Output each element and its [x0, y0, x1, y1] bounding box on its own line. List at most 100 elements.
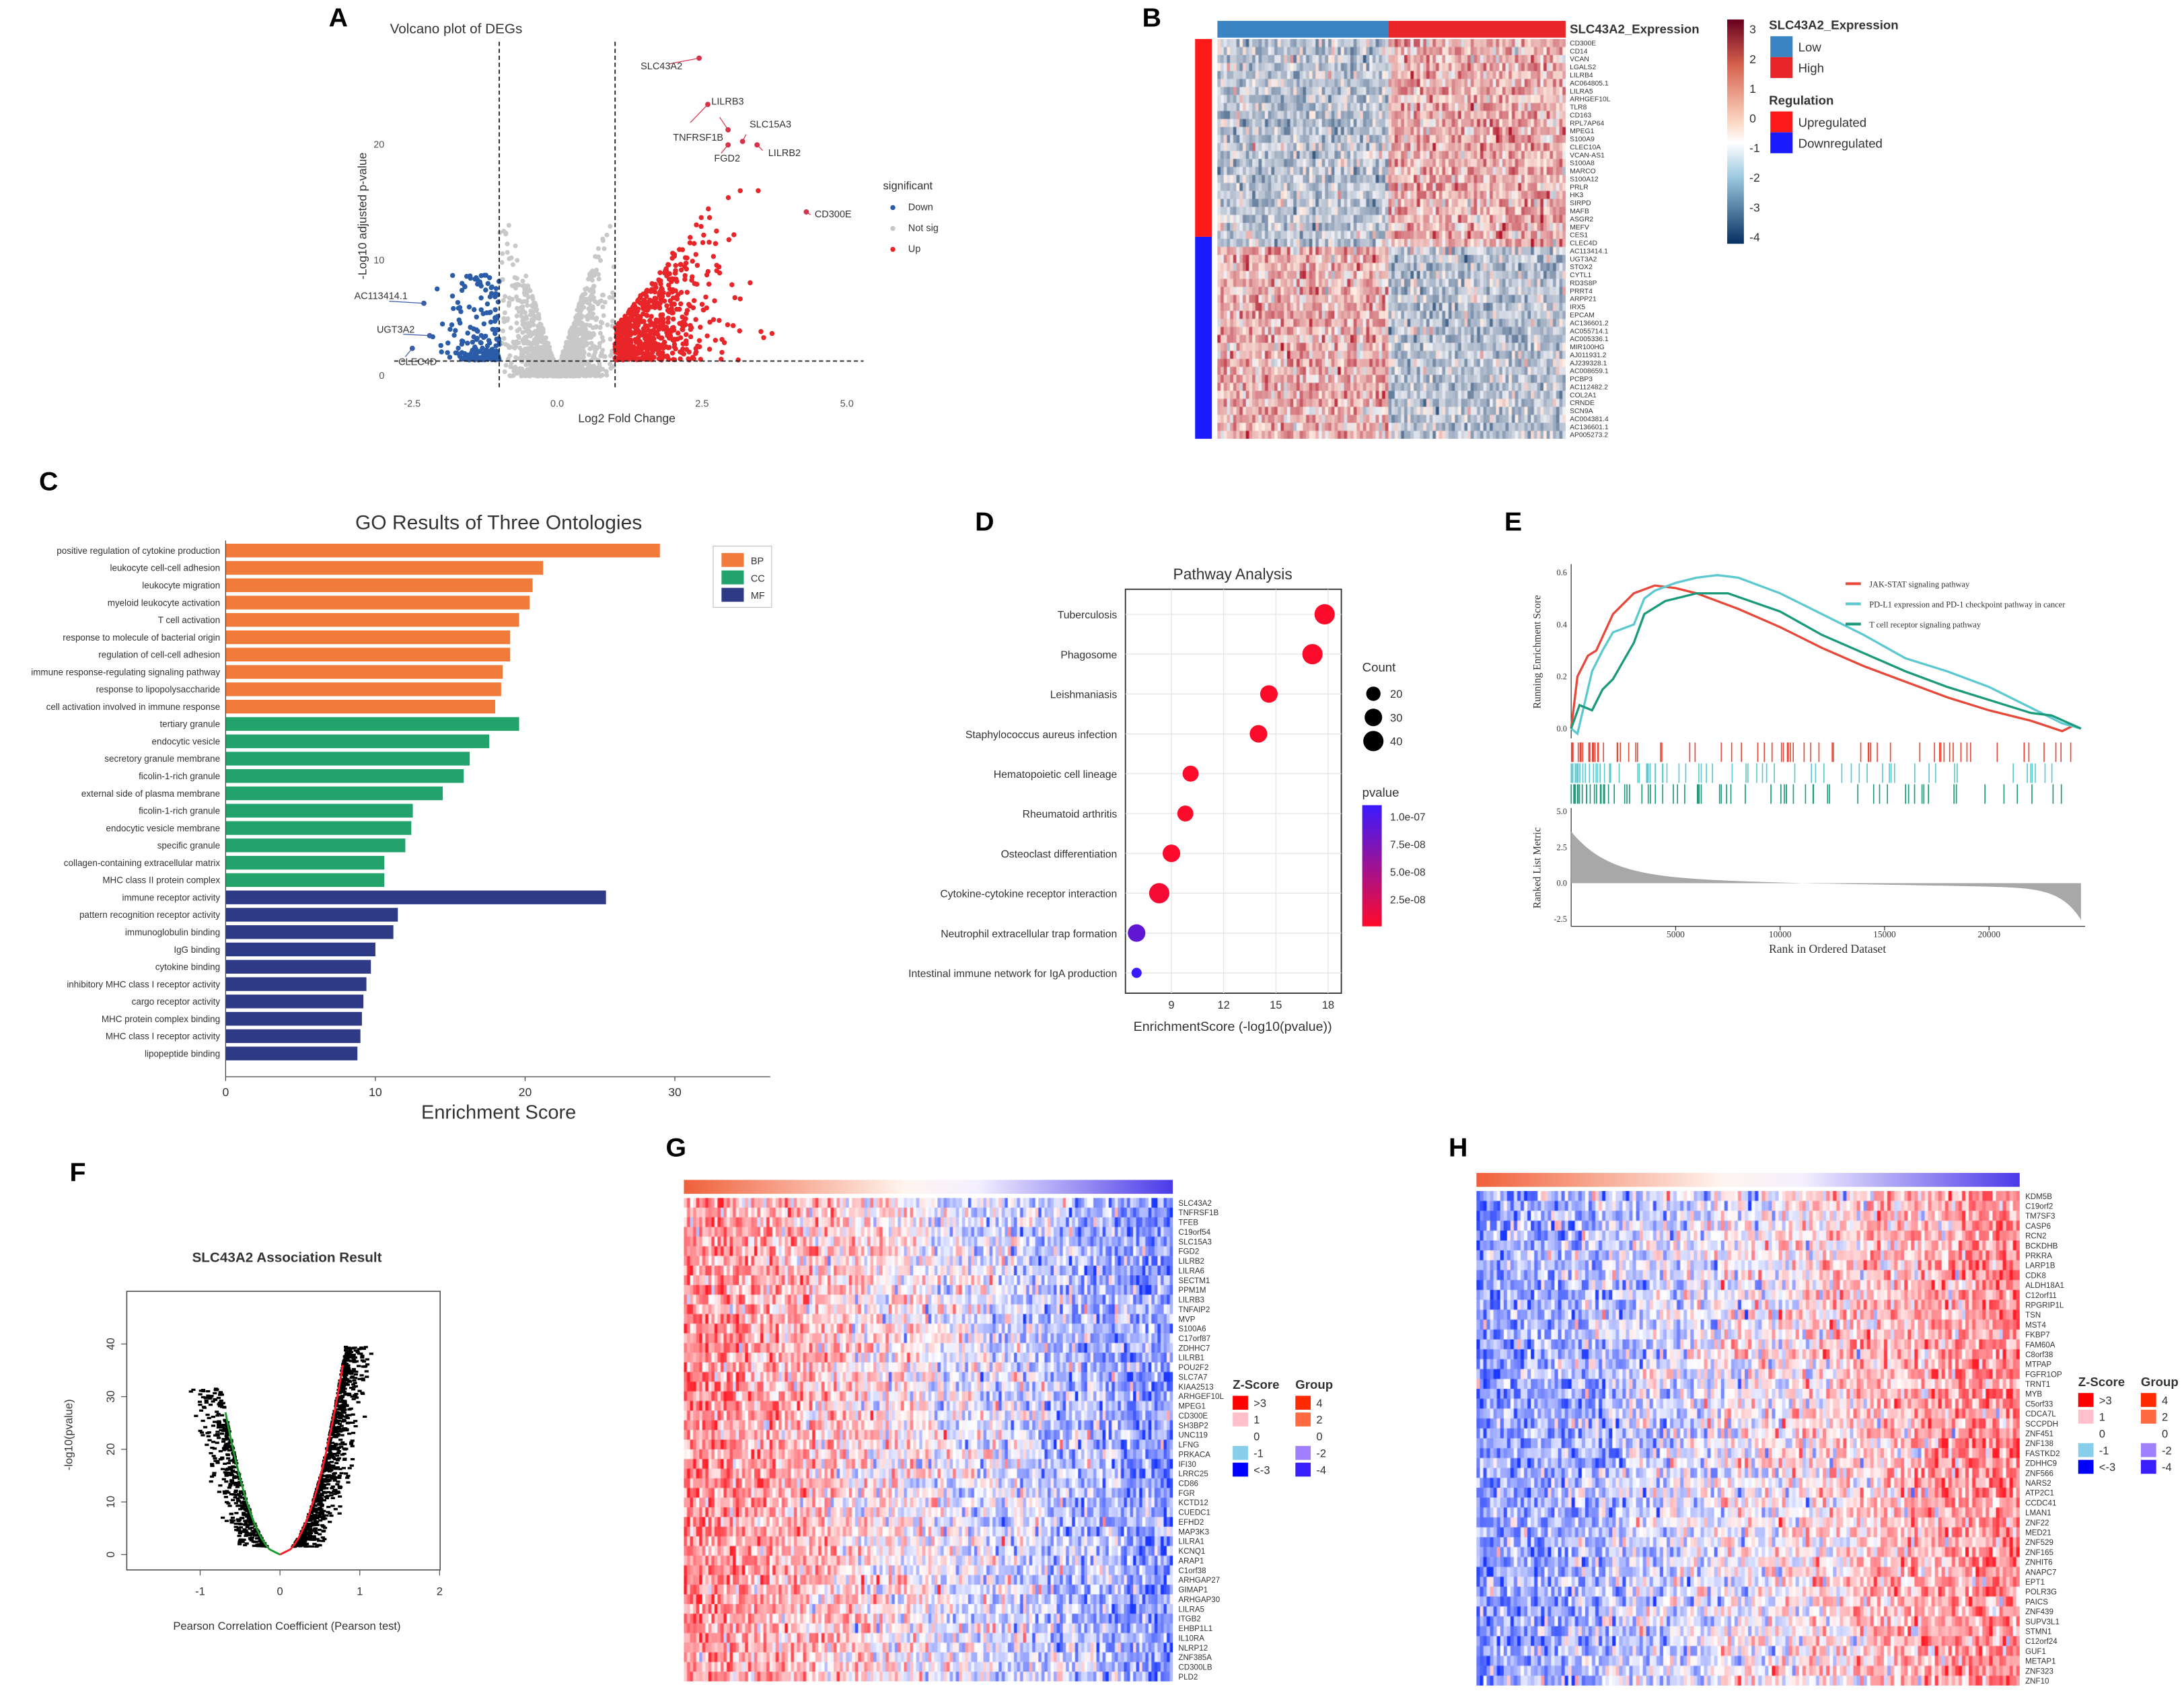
point-down	[492, 331, 498, 336]
point-not-sig	[590, 325, 595, 330]
legend-key	[2078, 1410, 2094, 1424]
gene-point	[244, 1514, 248, 1517]
point-up	[687, 303, 693, 309]
point-not-sig	[503, 231, 509, 236]
point-not-sig	[567, 364, 573, 369]
category-label: Cytokine-cytokine receptor interaction	[940, 889, 1117, 900]
gene-point	[336, 1404, 341, 1407]
gene-point	[344, 1359, 349, 1362]
gene-point	[327, 1440, 332, 1443]
point-not-sig	[508, 325, 513, 330]
pathway-bubble	[1302, 644, 1323, 665]
gene-point	[342, 1360, 347, 1363]
gene-label: LILRA5	[1570, 88, 1593, 96]
chart-title: GO Results of Three Ontologies	[355, 512, 642, 534]
point-down	[472, 277, 478, 282]
gene-point	[332, 1446, 337, 1449]
gene-point	[341, 1385, 347, 1387]
point-not-sig	[589, 315, 595, 320]
point-not-sig	[548, 350, 554, 356]
point-not-sig	[610, 318, 616, 324]
point-not-sig	[596, 373, 602, 378]
gene-label: C5orf33	[2025, 1400, 2053, 1408]
point-up	[658, 312, 663, 318]
point-up	[696, 338, 702, 343]
gene-point	[216, 1412, 221, 1416]
gene-label: PPM1M	[1178, 1287, 1206, 1295]
point-up	[698, 215, 704, 221]
annotation-low	[1217, 21, 1389, 38]
category-label: external side of plasma membrane	[81, 789, 220, 799]
gene-label: ZNF165	[2025, 1549, 2053, 1557]
gene-point	[224, 1435, 229, 1437]
labeled-point	[427, 332, 433, 338]
gene-point	[322, 1470, 326, 1472]
gene-point	[338, 1414, 342, 1417]
legend-entry: Up	[908, 244, 921, 255]
point-not-sig	[514, 294, 519, 299]
bar-mf	[225, 908, 398, 922]
gene-label: POU2F2	[1178, 1364, 1208, 1372]
point-up	[698, 223, 704, 229]
gene-point	[338, 1407, 343, 1410]
point-not-sig	[568, 328, 573, 333]
gene-point	[347, 1467, 352, 1470]
gene-point	[351, 1368, 356, 1371]
gene-point	[211, 1424, 216, 1427]
bar-bp	[225, 699, 495, 714]
point-up	[661, 298, 667, 304]
gene-point	[355, 1351, 360, 1354]
legend-title: Count	[1362, 660, 1397, 674]
gene-point	[309, 1511, 314, 1514]
gene-label: FKBP7	[2025, 1332, 2050, 1340]
gene-point	[227, 1474, 233, 1476]
gene-point	[223, 1444, 228, 1447]
category-label: positive regulation of cytokine producti…	[57, 546, 220, 556]
point-not-sig	[585, 317, 591, 322]
point-not-sig	[534, 336, 539, 341]
gene-point	[338, 1396, 343, 1399]
gene-point	[302, 1533, 307, 1536]
point-down	[493, 286, 499, 291]
gene-point	[235, 1486, 240, 1488]
gene-point	[347, 1354, 352, 1357]
point-not-sig	[520, 330, 525, 335]
gene-point	[207, 1416, 211, 1420]
gene-label: PCBP3	[1570, 376, 1593, 384]
gene-point	[343, 1379, 348, 1382]
gene-point	[312, 1518, 317, 1521]
gene-point	[202, 1406, 207, 1409]
gene-point	[314, 1494, 319, 1496]
gene-point	[307, 1528, 312, 1531]
gene-point	[229, 1472, 233, 1475]
gene-point	[322, 1526, 328, 1529]
point-down	[475, 328, 480, 334]
positive-threshold-curve	[279, 1365, 344, 1556]
x-tick-label: 30	[668, 1085, 682, 1099]
point-not-sig	[569, 367, 575, 373]
gene-point	[198, 1404, 203, 1406]
point-not-sig	[514, 356, 519, 361]
point-not-sig	[592, 373, 597, 378]
color-scale-bar	[1727, 19, 1744, 244]
point-up	[700, 240, 706, 246]
point-up	[688, 334, 694, 340]
point-down	[478, 273, 484, 279]
point-not-sig	[584, 297, 589, 302]
gene-point	[332, 1476, 336, 1478]
gene-point	[213, 1457, 217, 1459]
gene-label: KCTD12	[1178, 1499, 1208, 1507]
gene-point	[326, 1462, 330, 1464]
annotation-title: SLC43A2_Expression	[1570, 22, 1700, 36]
panel-c-go-bar: GO Results of Three Ontologies positive r…	[31, 512, 772, 1123]
gene-point	[242, 1501, 246, 1503]
volcano-points	[430, 188, 775, 379]
point-up	[737, 188, 743, 194]
gene-point	[351, 1398, 356, 1400]
x-tick-label: -1	[195, 1585, 205, 1597]
panel-label-b: B	[1142, 3, 1161, 32]
point-up	[671, 254, 678, 259]
gene-point	[215, 1434, 220, 1437]
point-not-sig	[502, 369, 507, 374]
